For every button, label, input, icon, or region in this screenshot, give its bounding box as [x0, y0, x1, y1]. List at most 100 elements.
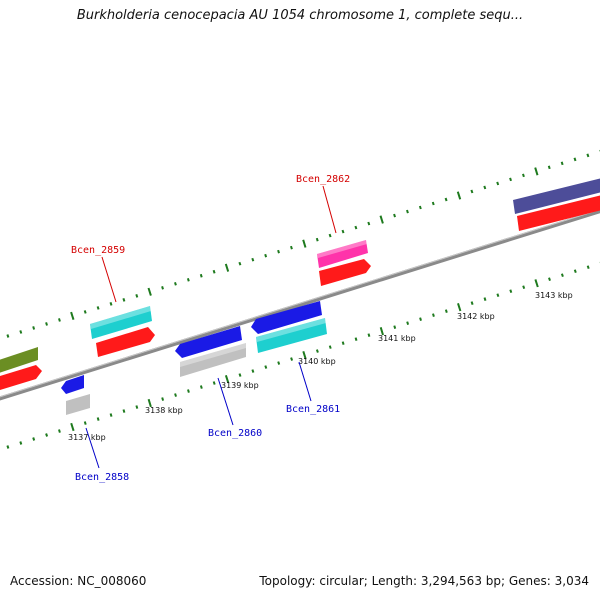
leader-bcen-2862: [322, 185, 337, 234]
reverse-tick: [444, 309, 448, 313]
leader-bcen-2859: [101, 256, 117, 303]
reverse-ticks: [6, 261, 600, 449]
forward-tick: [264, 253, 268, 258]
reverse-tick: [174, 393, 177, 397]
reverse-tick: [264, 365, 268, 369]
reverse-tick: [315, 349, 319, 353]
gene-feature-red-2[interactable]: [517, 193, 600, 231]
reverse-tick: [199, 385, 203, 389]
gene-label-bcen-2859[interactable]: Bcen_2859: [71, 245, 125, 256]
forward-tick: [483, 185, 487, 190]
forward-tick: [96, 306, 100, 310]
gene-bcen-2859-red[interactable]: [96, 327, 155, 357]
gene-label-bcen-2861[interactable]: Bcen_2861: [286, 404, 340, 415]
gene-bcen-2861-cyan[interactable]: [256, 318, 327, 353]
reverse-tick: [573, 269, 577, 274]
kbp-scale: 3137 kbp 3138 kbp 3139 kbp 3140 kbp 3141…: [68, 291, 573, 442]
forward-tick: [586, 153, 590, 158]
forward-tick: [379, 215, 384, 224]
forward-tick: [224, 263, 230, 272]
forward-tick-track: [6, 149, 600, 338]
chromosome-backbone: [0, 209, 600, 401]
forward-tick: [290, 245, 293, 250]
gene-feature-olive[interactable]: [0, 347, 38, 376]
reverse-tick: [238, 373, 242, 377]
reverse-tick: [70, 422, 75, 432]
kbp-label: 3137 kbp: [68, 433, 106, 442]
reverse-tick: [147, 398, 152, 408]
reverse-tick: [6, 445, 10, 449]
kbp-label: 3141 kbp: [378, 334, 416, 343]
reverse-tick: [419, 317, 422, 321]
forward-tick: [393, 213, 396, 218]
gene-labels: Bcen_2858 Bcen_2859 Bcen_2860 Bcen_2861 …: [71, 174, 350, 483]
reverse-tick: [187, 389, 190, 393]
forward-tick: [147, 287, 152, 296]
forward-tick: [212, 269, 216, 274]
reverse-tick: [483, 297, 487, 302]
reverse-tick: [509, 289, 513, 294]
forward-tick: [547, 165, 551, 170]
forward-tick: [573, 157, 577, 162]
forward-tick: [83, 310, 87, 314]
forward-tick: [496, 181, 500, 186]
reverse-tick: [290, 357, 294, 361]
forward-tick: [6, 334, 10, 338]
forward-tick: [534, 167, 539, 176]
accession-text: Accession: NC_008060: [10, 574, 147, 588]
forward-tick: [444, 197, 448, 202]
forward-tick: [186, 278, 190, 282]
chromosome-backbone-highlight: [0, 209, 600, 398]
kbp-label: 3138 kbp: [145, 406, 183, 415]
feature-shading: [90, 240, 367, 367]
reverse-tick: [32, 437, 36, 441]
gene-label-bcen-2858[interactable]: Bcen_2858: [75, 472, 129, 483]
forward-tick: [45, 322, 48, 326]
topology-text: Topology: circular; Length: 3,294,563 bp…: [259, 574, 589, 588]
reverse-tick: [560, 273, 564, 278]
gene-bcen-2858-arrow[interactable]: [61, 375, 84, 394]
gene-bcen-2862-magenta[interactable]: [317, 240, 368, 268]
forward-tick: [161, 286, 164, 290]
reverse-tick: [224, 374, 230, 384]
reverse-tick: [470, 301, 474, 306]
forward-tick: [109, 301, 113, 306]
forward-tick: [32, 326, 36, 330]
reverse-tick: [135, 405, 139, 409]
reverse-tick: [277, 361, 281, 365]
gene-feature-purple[interactable]: [513, 176, 600, 214]
gene-bcen-2862-red[interactable]: [319, 259, 371, 286]
forward-tick: [341, 229, 345, 234]
reverse-tick: [45, 433, 49, 437]
reverse-tick: [522, 285, 526, 290]
gene-bcen-2861-arrow[interactable]: [251, 301, 322, 334]
leader-bcen-2860: [217, 377, 234, 426]
kbp-label: 3143 kbp: [535, 291, 573, 300]
gene-bcen-2860-arrow[interactable]: [175, 326, 242, 358]
gene-label-bcen-2860[interactable]: Bcen_2860: [208, 428, 262, 439]
reverse-tick: [328, 345, 332, 349]
forward-tick: [418, 205, 422, 210]
reverse-tick: [341, 341, 345, 345]
reverse-tick: [379, 327, 384, 336]
forward-tick: [354, 225, 358, 230]
reverse-tick: [586, 265, 590, 270]
forward-tick: [58, 318, 61, 322]
gene-bcen-2858-rna[interactable]: [66, 394, 90, 415]
reverse-tick: [406, 321, 410, 325]
forward-tick: [509, 177, 512, 182]
forward-tick: [315, 237, 319, 242]
reverse-tick: [302, 350, 307, 360]
gene-bcen-2860-rna[interactable]: [180, 343, 246, 377]
gene-feature-red-1[interactable]: [0, 365, 42, 393]
reverse-tick: [548, 277, 551, 282]
forward-tick: [560, 161, 564, 166]
gene-label-bcen-2862[interactable]: Bcen_2862: [296, 174, 350, 185]
forward-tick: [199, 273, 203, 278]
forward-tick: [431, 201, 435, 206]
gene-bcen-2859-cyan[interactable]: [90, 306, 152, 339]
reverse-tick: [109, 413, 113, 417]
reverse-tick: [367, 333, 371, 337]
